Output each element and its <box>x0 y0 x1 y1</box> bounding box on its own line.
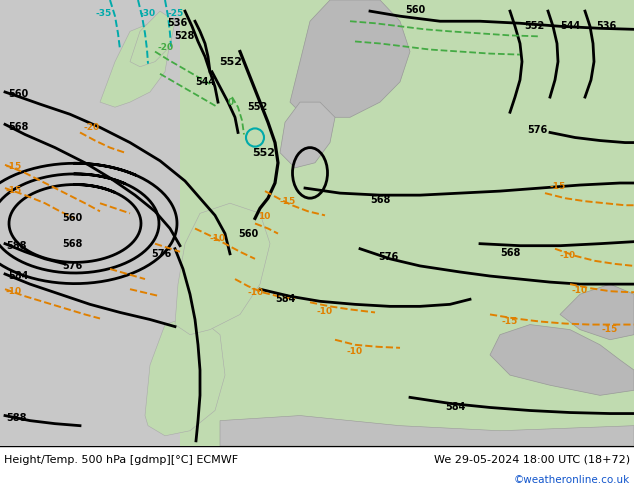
Polygon shape <box>130 11 175 67</box>
Text: 552: 552 <box>219 57 242 67</box>
Polygon shape <box>560 284 634 340</box>
Text: 588: 588 <box>6 241 27 251</box>
Polygon shape <box>175 203 270 335</box>
Polygon shape <box>220 416 634 446</box>
Text: -30: -30 <box>140 9 156 18</box>
Text: -15: -15 <box>6 186 22 195</box>
Text: 536: 536 <box>168 18 188 28</box>
Text: -10: -10 <box>317 307 333 317</box>
Text: 544: 544 <box>560 21 580 31</box>
Polygon shape <box>100 21 170 107</box>
Text: -15: -15 <box>6 162 22 171</box>
Text: -15: -15 <box>502 318 518 326</box>
Text: -20: -20 <box>158 43 174 51</box>
Text: -20: -20 <box>83 123 99 132</box>
Text: 576: 576 <box>62 261 82 271</box>
Text: 560: 560 <box>8 89 29 99</box>
Polygon shape <box>180 0 634 446</box>
Text: 552: 552 <box>524 21 544 31</box>
Polygon shape <box>490 324 634 395</box>
Text: 584: 584 <box>8 271 29 281</box>
Polygon shape <box>280 102 335 168</box>
Text: 560: 560 <box>405 5 425 15</box>
Text: -10: -10 <box>210 234 226 243</box>
Polygon shape <box>145 315 225 436</box>
Text: 568: 568 <box>500 248 520 258</box>
Text: 0: 0 <box>228 98 234 107</box>
Text: We 29-05-2024 18:00 UTC (18+72): We 29-05-2024 18:00 UTC (18+72) <box>434 455 630 465</box>
Text: -10: -10 <box>248 288 264 297</box>
Text: 576: 576 <box>378 252 398 262</box>
Text: 552: 552 <box>252 147 275 158</box>
Text: 588: 588 <box>6 413 27 422</box>
Polygon shape <box>290 0 410 117</box>
Text: -15: -15 <box>280 197 296 206</box>
Text: 544: 544 <box>195 77 215 87</box>
Text: ©weatheronline.co.uk: ©weatheronline.co.uk <box>514 475 630 485</box>
Text: 528: 528 <box>174 31 195 41</box>
Text: -15: -15 <box>602 324 618 334</box>
Text: -10: -10 <box>6 287 22 295</box>
Text: 576: 576 <box>527 125 548 135</box>
Text: -10: -10 <box>572 286 588 295</box>
Text: Height/Temp. 500 hPa [gdmp][°C] ECMWF: Height/Temp. 500 hPa [gdmp][°C] ECMWF <box>4 455 238 465</box>
Text: 584: 584 <box>275 294 295 304</box>
Text: 576: 576 <box>152 249 172 259</box>
Text: 568: 568 <box>370 195 390 205</box>
Text: 568: 568 <box>61 239 82 249</box>
Text: -15: -15 <box>550 182 566 191</box>
Text: 584: 584 <box>445 402 465 413</box>
Text: 568: 568 <box>8 122 29 132</box>
Text: -10: -10 <box>560 251 576 260</box>
Text: -35: -35 <box>96 9 112 18</box>
Text: -25: -25 <box>167 9 183 18</box>
Text: 560: 560 <box>238 228 258 239</box>
Text: 536: 536 <box>596 21 616 31</box>
Text: 552: 552 <box>248 102 268 112</box>
Text: 560: 560 <box>62 214 82 223</box>
Text: 10: 10 <box>258 213 270 221</box>
Text: -10: -10 <box>347 347 363 356</box>
